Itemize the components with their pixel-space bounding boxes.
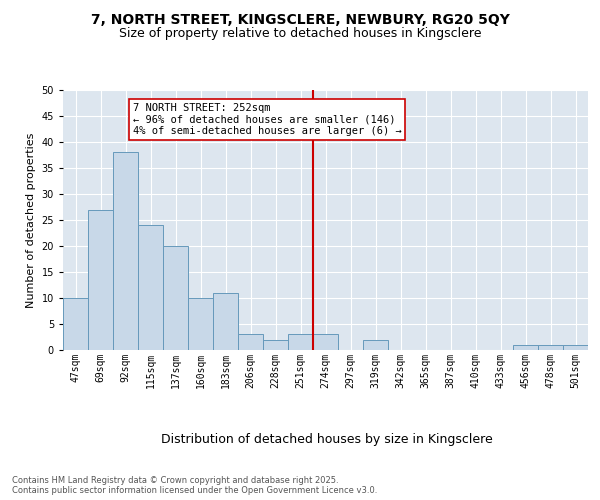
Bar [263, 340, 288, 350]
Bar [213, 293, 238, 350]
Bar [513, 345, 538, 350]
Bar [138, 225, 163, 350]
Bar [363, 340, 388, 350]
Bar [188, 298, 213, 350]
Bar [63, 298, 88, 350]
Text: 7, NORTH STREET, KINGSCLERE, NEWBURY, RG20 5QY: 7, NORTH STREET, KINGSCLERE, NEWBURY, RG… [91, 12, 509, 26]
Bar [238, 334, 263, 350]
Bar [113, 152, 138, 350]
Text: Distribution of detached houses by size in Kingsclere: Distribution of detached houses by size … [161, 432, 493, 446]
Bar [288, 334, 313, 350]
Bar [313, 334, 338, 350]
Bar [163, 246, 188, 350]
Text: Contains HM Land Registry data © Crown copyright and database right 2025.
Contai: Contains HM Land Registry data © Crown c… [12, 476, 377, 495]
Bar [88, 210, 113, 350]
Bar [563, 345, 588, 350]
Bar [538, 345, 563, 350]
Text: Size of property relative to detached houses in Kingsclere: Size of property relative to detached ho… [119, 28, 481, 40]
Y-axis label: Number of detached properties: Number of detached properties [26, 132, 36, 308]
Text: 7 NORTH STREET: 252sqm
← 96% of detached houses are smaller (146)
4% of semi-det: 7 NORTH STREET: 252sqm ← 96% of detached… [133, 103, 402, 136]
